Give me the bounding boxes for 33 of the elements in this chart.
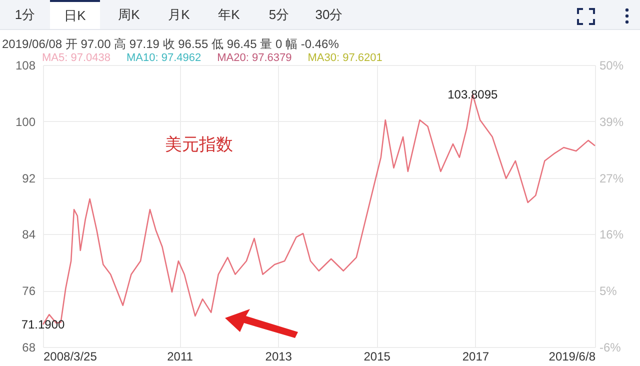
text: MA30: 97.6201: [308, 52, 382, 64]
x-tick-label: 2013: [265, 350, 292, 364]
y-tick-label: 92: [22, 171, 36, 186]
text: 年K: [217, 6, 241, 24]
y2-tick-label: 5%: [600, 284, 618, 298]
annotation: 美元指数: [165, 134, 233, 156]
text: MA20: 97.6379: [217, 52, 292, 64]
y-tick-label: 84: [22, 228, 36, 242]
y2-tick-label: 39%: [600, 114, 624, 129]
text: 30分: [314, 6, 344, 24]
y2-tick-label: 27%: [600, 171, 624, 186]
text: 月K: [167, 6, 191, 24]
y2-tick-label: 50%: [600, 58, 624, 72]
x-tick-label: 2008/3/25: [44, 350, 98, 364]
text: MA10: 97.4962: [126, 52, 202, 64]
text: MA5: 97.0438: [42, 52, 110, 64]
text: 2019/06/08 开 97.00 高 97.19 收 96.55 低 96.45 量 0 幅 -0.46%: [2, 36, 339, 53]
y-tick-label: 76: [22, 284, 36, 298]
text: 5分: [268, 6, 290, 24]
annotation: 71.1900: [21, 318, 66, 332]
y2-tick-label: 16%: [600, 228, 624, 242]
annotation: 103.8095: [448, 88, 498, 102]
text: 1分: [14, 6, 36, 24]
text: 日K: [50, 0, 100, 29]
y-tick-label: 108: [15, 58, 36, 72]
x-tick-label: 2011: [167, 350, 194, 364]
x-tick-label: 2015: [364, 350, 391, 364]
x-tick-label: 2017: [462, 350, 490, 364]
text: 周K: [117, 6, 141, 24]
y-tick-label: 68: [22, 340, 36, 354]
y-tick-label: 100: [15, 114, 36, 129]
y2-tick-label: -6%: [600, 340, 622, 354]
x-tick-label: 2019/6/8: [548, 350, 596, 364]
